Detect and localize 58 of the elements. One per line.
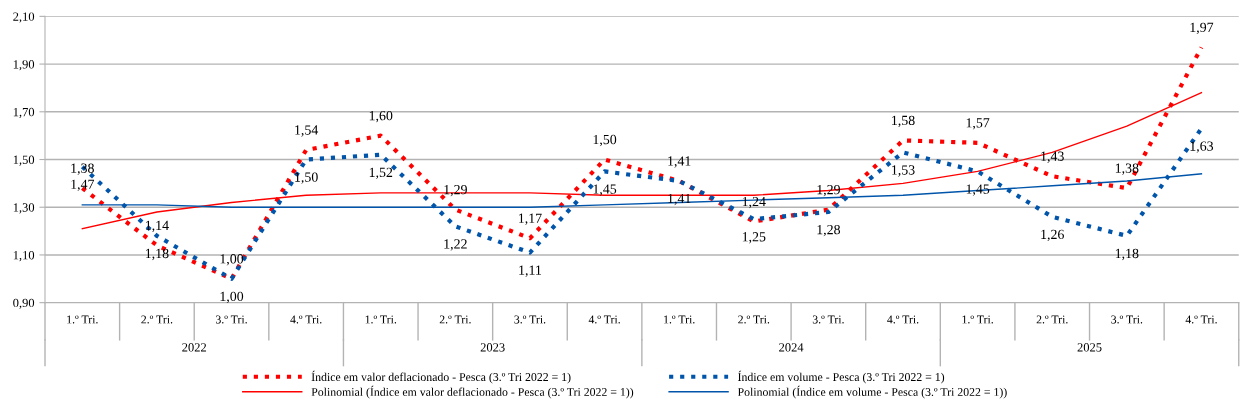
data-label: 1,00 <box>220 254 244 266</box>
data-label: 1,58 <box>892 115 915 128</box>
text: 2025 <box>1077 343 1102 352</box>
legend-label: Polinomial (Índice em volume - Pesca (3.º Tri 2022 = 1)) <box>737 385 1007 399</box>
x-tick-label: 4.º Tri. <box>588 315 620 324</box>
x-tick-label: 1.º Tri. <box>67 315 98 324</box>
y-tick-label: 1,10 <box>13 250 35 262</box>
y-tick-label: 2,10 <box>13 12 35 23</box>
data-label: 1,11 <box>519 265 542 277</box>
data-label: 1,26 <box>1041 229 1064 242</box>
y-tick-label: 1,90 <box>13 60 35 71</box>
x-tick-label: 1.º Tri. <box>365 315 397 324</box>
x-tick-label: 4.º Tri. <box>887 315 919 324</box>
data-label: 1,60 <box>369 110 393 123</box>
x-tick-label: 4.º Tri. <box>290 315 322 324</box>
data-label: 1,28 <box>817 224 841 237</box>
x-tick-label: 2.º Tri. <box>738 315 770 324</box>
data-label: 1,18 <box>145 248 169 261</box>
x-tick-label: 4.º Tri. <box>1185 315 1217 324</box>
data-label: 1,00 <box>220 291 244 304</box>
data-label: 1,50 <box>593 134 617 147</box>
x-tick-label: 2.º Tri. <box>1036 315 1068 324</box>
data-label: 1,63 <box>1190 141 1214 153</box>
y-tick-label: 0,90 <box>13 298 35 309</box>
data-label: 1,22 <box>444 239 467 251</box>
data-label: 1,25 <box>742 232 766 244</box>
x-tick-label: 1.º Tri. <box>962 315 993 324</box>
x-tick-label: 3.º Tri. <box>215 315 247 324</box>
x-tick-label: 3.º Tri. <box>812 315 844 324</box>
x-tick-label: 2.º Tri. <box>141 315 173 324</box>
data-label: 1,41 <box>668 156 691 168</box>
data-label: 1,53 <box>892 165 915 177</box>
x-tick-label: 3.º Tri. <box>514 315 546 324</box>
legend-label: Polinomial (Índice em valor deflacionado - Pesca (3.º Tri 2022 = 1)) <box>311 385 634 399</box>
text: 2024 <box>779 343 804 352</box>
data-label: 1,54 <box>295 125 319 137</box>
x-tick-label: 3.º Tri. <box>1111 315 1143 324</box>
data-label: 1,57 <box>966 118 990 130</box>
data-label: 1,18 <box>1115 248 1139 261</box>
text: 2023 <box>480 343 505 352</box>
data-label: 1,50 <box>295 172 318 184</box>
data-label: 1,38 <box>71 163 94 175</box>
y-tick-label: 1,70 <box>13 107 35 119</box>
x-tick-label: 2.º Tri. <box>439 315 471 324</box>
data-label: 1,47 <box>71 179 95 191</box>
data-label: 1,14 <box>145 220 169 233</box>
y-tick-label: 1,30 <box>13 203 35 214</box>
legend-label: Índice em valor deflacionado - Pesca (3.º Tri 2022 = 1) <box>311 370 571 384</box>
legend-label: Índice em volume - Pesca (3.º Tri 2022 = 1) <box>737 370 945 384</box>
data-label: 1,17 <box>519 213 542 225</box>
data-label: 1,45 <box>593 184 617 196</box>
data-label: 1,52 <box>369 167 393 180</box>
text: 2022 <box>182 343 207 352</box>
y-tick-label: 1,50 <box>13 155 35 166</box>
x-tick-label: 1.º Tri. <box>664 315 695 324</box>
data-label: 1,43 <box>1041 151 1064 163</box>
data-label: 1,97 <box>1190 22 1214 35</box>
data-label: 1,38 <box>1115 163 1139 175</box>
